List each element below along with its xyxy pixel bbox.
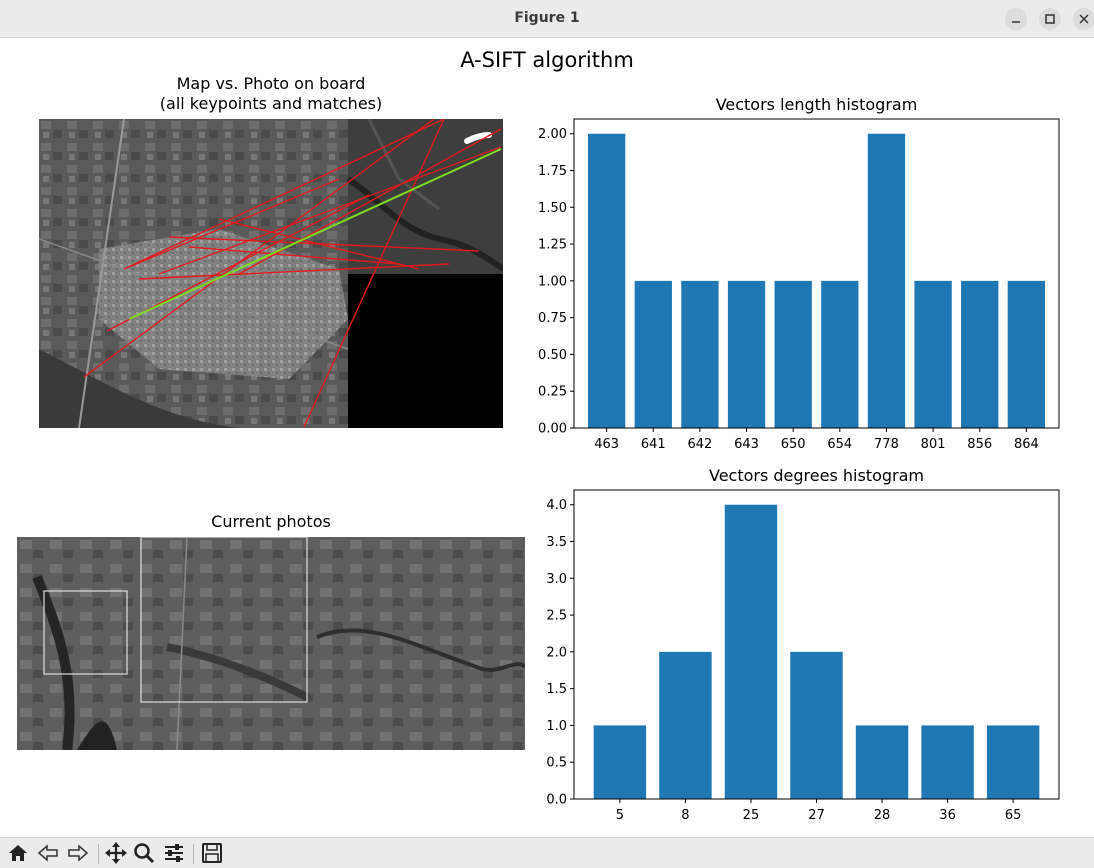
zoom-icon xyxy=(134,843,155,864)
minimize-icon xyxy=(1012,21,1020,23)
x-tick-label: 463 xyxy=(594,437,619,452)
x-tick-label: 641 xyxy=(641,437,666,452)
axes-frame xyxy=(573,489,1060,800)
x-tick-label: 650 xyxy=(781,437,806,452)
figure-suptitle: A-SIFT algorithm xyxy=(460,48,634,72)
x-tick-label: 643 xyxy=(734,437,759,452)
y-tick-label: 0.00 xyxy=(538,422,567,437)
y-tick-label: 0.25 xyxy=(538,385,567,400)
histogram-bar xyxy=(986,725,1040,799)
home-icon xyxy=(9,845,27,861)
close-icon xyxy=(1079,14,1089,24)
histogram-bar xyxy=(790,651,843,799)
window-title: Figure 1 xyxy=(514,10,580,26)
histogram-bar xyxy=(867,133,906,428)
y-tick-label: 1.75 xyxy=(538,164,567,179)
figure-canvas[interactable]: A-SIFT algorithm Map vs. Photo on board … xyxy=(0,38,1094,835)
histogram-bar xyxy=(774,280,812,428)
x-tick-label: 801 xyxy=(921,437,946,452)
x-tick-label: 8 xyxy=(681,808,689,823)
y-tick-label: 1.5 xyxy=(546,682,567,697)
x-tick-label: 27 xyxy=(808,808,825,823)
chart-title: Vectors degrees histogram xyxy=(709,466,924,485)
y-tick-label: 0.75 xyxy=(538,311,567,326)
histogram-bar xyxy=(724,504,778,799)
zoom-button[interactable] xyxy=(132,842,156,864)
map-title-line1: Map vs. Photo on board xyxy=(176,74,366,93)
y-tick-label: 0.50 xyxy=(538,348,567,363)
maximize-button[interactable] xyxy=(1039,8,1061,30)
y-tick-label: 1.50 xyxy=(538,201,567,216)
pan-icon xyxy=(105,842,127,864)
back-button[interactable] xyxy=(36,842,60,864)
photo-frame-large xyxy=(140,537,308,703)
x-tick-label: 778 xyxy=(874,437,899,452)
configure-subplots-button[interactable] xyxy=(162,842,186,864)
histogram-bar xyxy=(855,725,909,799)
y-tick-label: 1.00 xyxy=(538,274,567,289)
current-photos-map xyxy=(17,537,525,750)
map-title-line2: (all keypoints and matches) xyxy=(159,94,383,113)
maximize-icon xyxy=(1045,14,1055,24)
map-photo-image xyxy=(39,119,503,428)
y-tick-label: 2.00 xyxy=(538,127,567,142)
pan-button[interactable] xyxy=(104,842,128,864)
histogram-bar xyxy=(587,133,626,428)
x-tick-label: 25 xyxy=(743,808,760,823)
back-icon xyxy=(37,844,58,862)
y-tick-label: 0.5 xyxy=(546,756,567,771)
current-photos-image xyxy=(17,537,525,750)
current-photos-title: Current photos xyxy=(211,512,331,531)
histogram-bar xyxy=(1007,280,1046,428)
histogram-bar xyxy=(659,651,712,799)
y-tick-label: 2.5 xyxy=(546,609,567,624)
x-tick-label: 5 xyxy=(616,808,624,823)
x-tick-label: 856 xyxy=(967,437,992,452)
y-tick-label: 3.0 xyxy=(546,572,567,587)
histogram-bar xyxy=(821,280,859,428)
y-tick-label: 2.0 xyxy=(546,645,567,660)
histogram-bar xyxy=(727,280,766,428)
histogram-bar xyxy=(961,280,999,428)
histogram-bar xyxy=(914,280,952,428)
chart-title: Vectors length histogram xyxy=(716,95,918,114)
toolbar-separator xyxy=(98,844,99,864)
window-titlebar: Figure 1 xyxy=(0,0,1094,38)
histogram-bar xyxy=(634,280,672,428)
x-tick-label: 36 xyxy=(939,808,956,823)
x-tick-label: 65 xyxy=(1005,808,1022,823)
minimize-button[interactable] xyxy=(1005,8,1027,30)
toolbar-separator xyxy=(193,844,194,864)
save-button[interactable] xyxy=(200,842,224,864)
configure-subplots-icon xyxy=(165,844,183,862)
close-button[interactable] xyxy=(1073,8,1094,30)
save-icon xyxy=(202,843,222,863)
forward-icon xyxy=(68,844,89,862)
photo-frame-small xyxy=(43,590,128,675)
map-matches-image xyxy=(39,119,503,428)
navigation-toolbar xyxy=(0,837,1094,868)
y-tick-label: 3.5 xyxy=(546,535,567,550)
x-tick-label: 28 xyxy=(874,808,891,823)
x-tick-label: 642 xyxy=(687,437,712,452)
histogram-bar xyxy=(593,725,647,799)
degrees-histogram-chart: Vectors degrees histogram 5 8 25 27 28 36 65 0.0… xyxy=(546,466,1060,823)
y-tick-label: 1.0 xyxy=(546,719,567,734)
y-tick-label: 4.0 xyxy=(546,498,567,513)
length-histogram-chart: Vectors length histogram 463 641 642 643 650 6… xyxy=(538,95,1060,452)
home-button[interactable] xyxy=(6,842,30,864)
histogram-bar xyxy=(921,725,974,799)
x-tick-label: 654 xyxy=(827,437,852,452)
histogram-bar xyxy=(681,280,719,428)
axes-frame xyxy=(573,118,1060,429)
map-panel-title: Map vs. Photo on board (all keypoints an… xyxy=(39,74,503,114)
forward-button[interactable] xyxy=(66,842,90,864)
x-tick-label: 864 xyxy=(1014,437,1039,452)
y-tick-label: 1.25 xyxy=(538,238,567,253)
y-tick-label: 0.0 xyxy=(546,793,567,808)
